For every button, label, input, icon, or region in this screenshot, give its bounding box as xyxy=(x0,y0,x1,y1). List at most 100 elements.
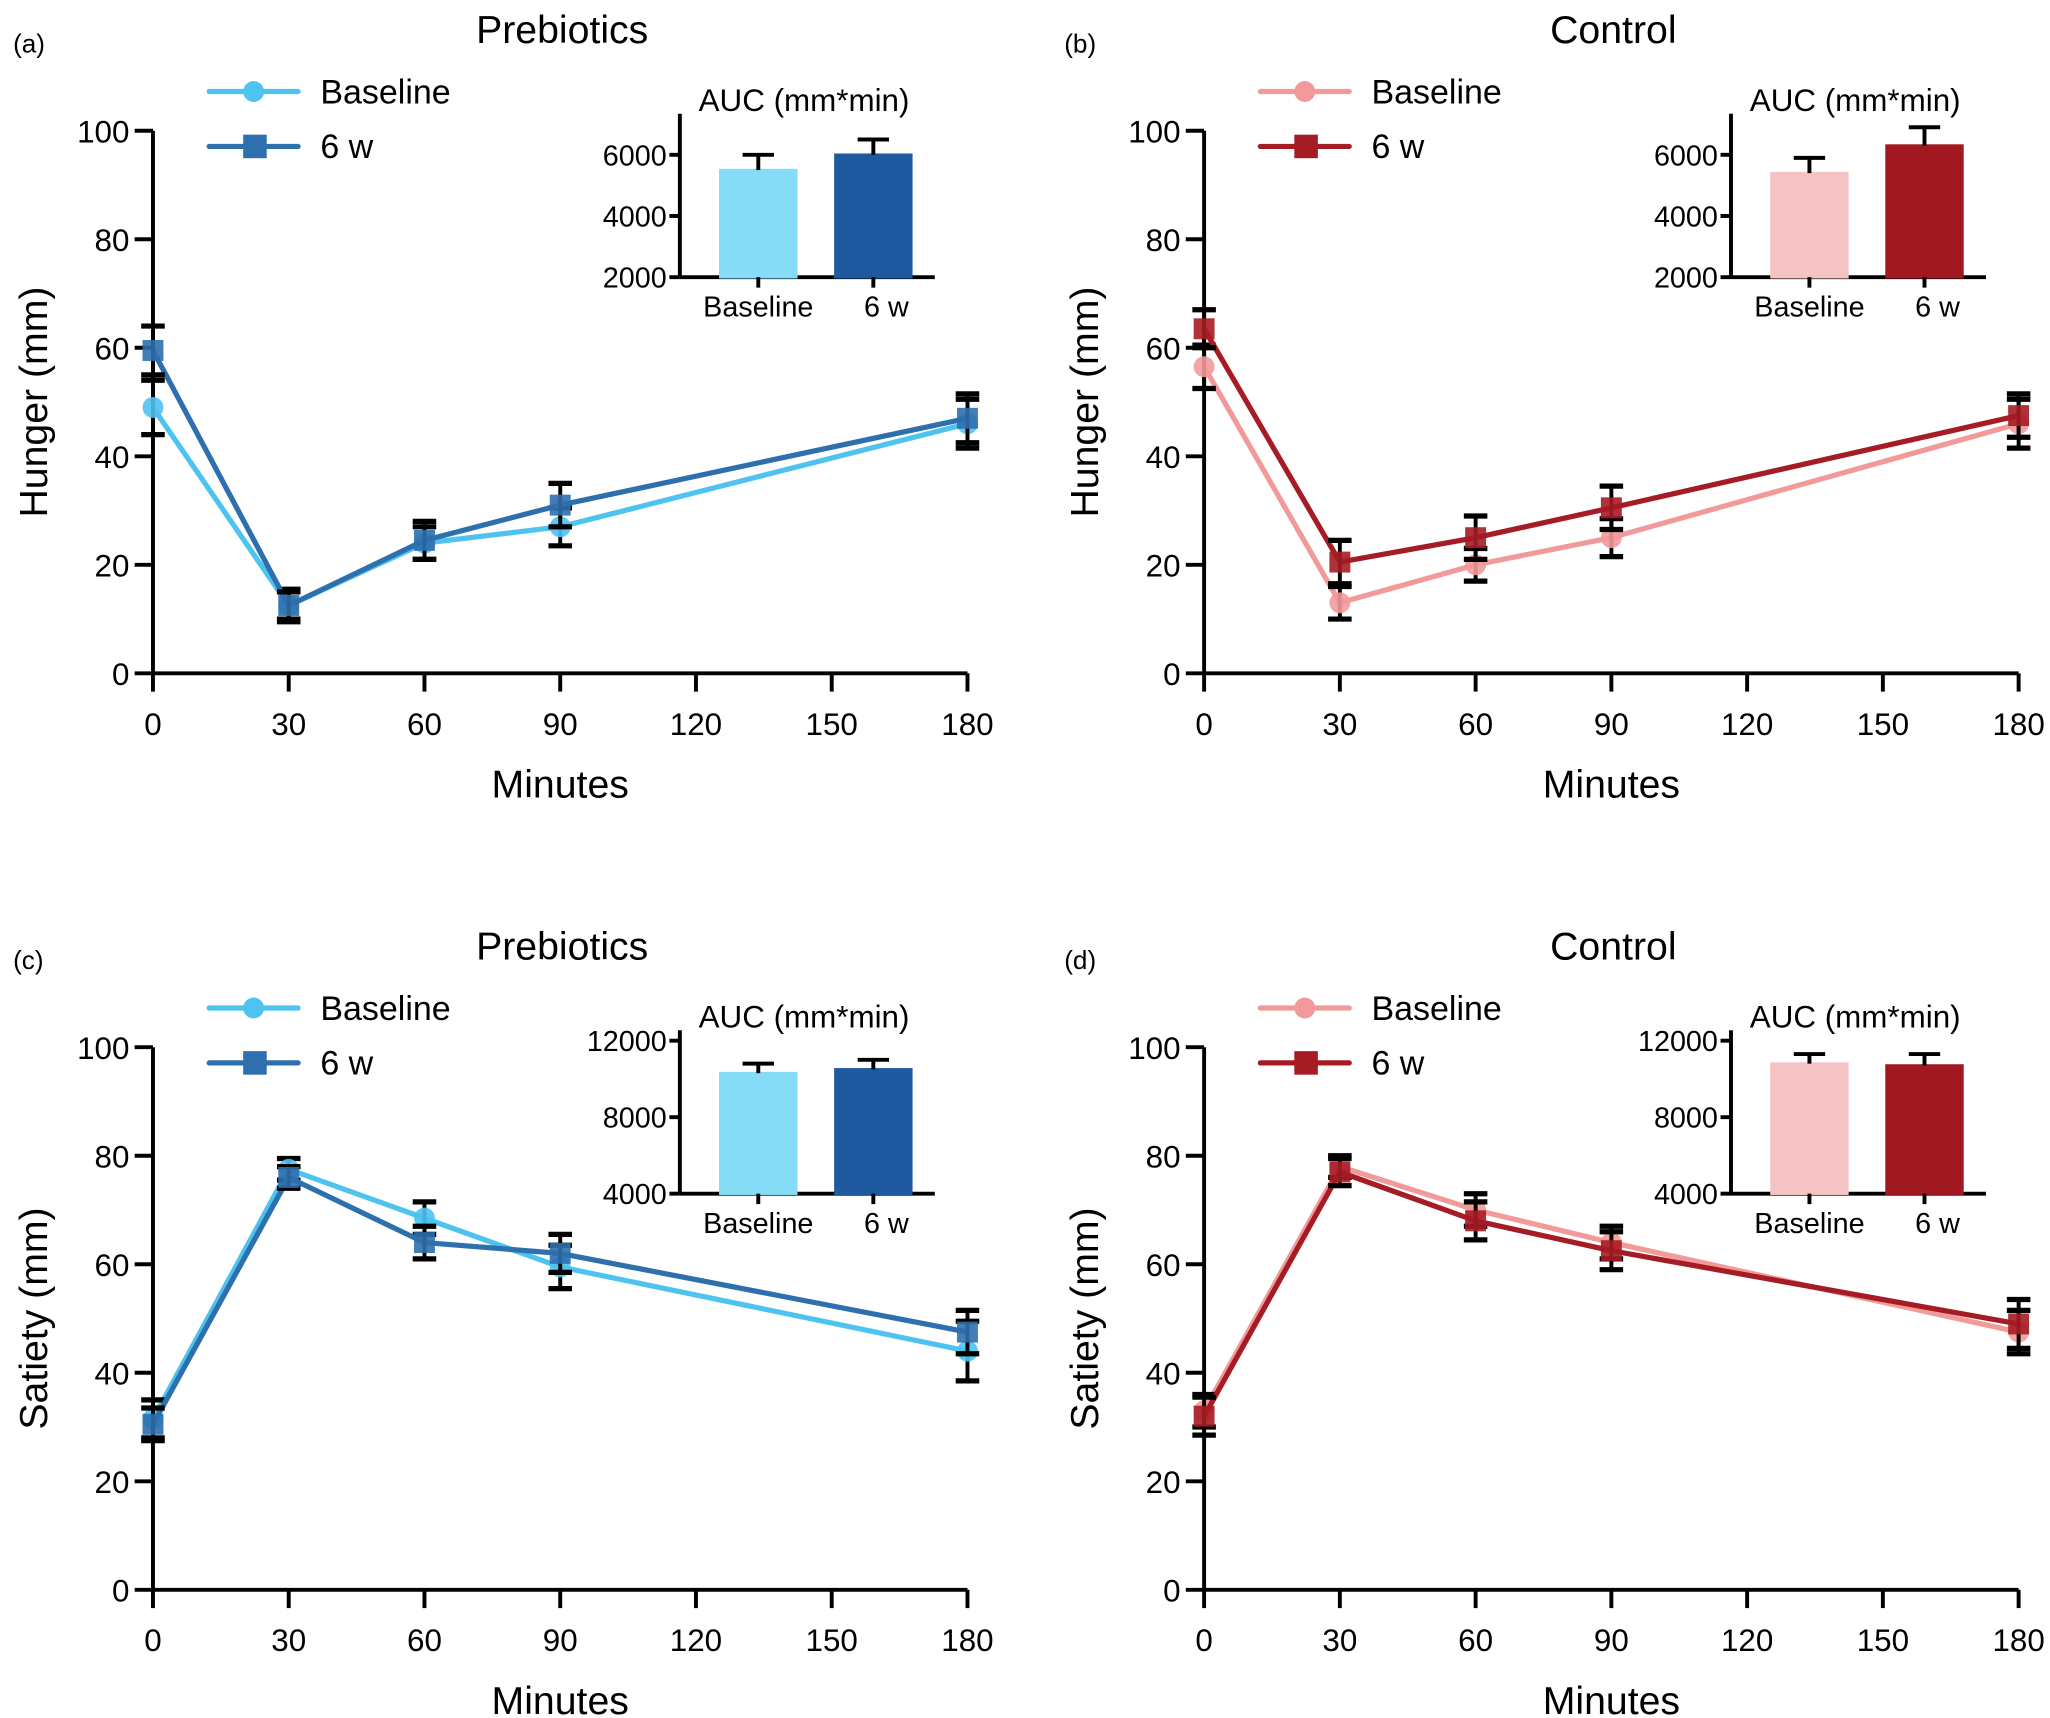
inset-bar xyxy=(1770,1062,1849,1195)
y-axis-label: Hunger (mm) xyxy=(12,287,56,518)
panel-c: (c) Prebiotics 0 20 40 60 80 100 0 30 60 90 120 150 18… xyxy=(12,925,994,1718)
inset-y-tick-label: 8000 xyxy=(603,1103,667,1135)
inset-bar xyxy=(1885,1064,1964,1195)
legend-marker-square xyxy=(1294,1051,1318,1075)
legend-marker-square xyxy=(1294,134,1318,159)
inset-x-tick-label: 6 w xyxy=(1915,1208,1960,1240)
x-tick-label: 180 xyxy=(1992,707,2044,742)
y-axis-label: Hunger (mm) xyxy=(1063,287,1107,518)
data-point-square xyxy=(142,340,164,361)
x-tick-label: 120 xyxy=(1721,707,1773,742)
x-tick-label: 120 xyxy=(670,1623,722,1658)
y-tick-label: 60 xyxy=(1146,332,1181,367)
data-point-circle xyxy=(1193,356,1215,378)
data-point-square xyxy=(414,1232,435,1254)
y-tick-label: 0 xyxy=(112,657,129,692)
legend-item: 6 w xyxy=(1257,128,1425,166)
inset-bar xyxy=(834,153,913,279)
data-point-square xyxy=(2008,1313,2030,1335)
legend-item: Baseline xyxy=(1257,73,1502,111)
inset-bar-chart: AUC (mm*min) 2000 4000 6000 Baseline 6 w xyxy=(1654,83,1986,323)
x-tick-label: 180 xyxy=(941,707,993,742)
y-tick-label: 100 xyxy=(77,115,129,150)
inset-y-tick-label: 4000 xyxy=(603,201,667,233)
data-point-square xyxy=(1465,527,1487,549)
x-tick-label: 150 xyxy=(1857,1623,1909,1658)
data-point-square xyxy=(1465,1210,1487,1232)
panel-a: (a) Prebiotics 0 20 40 60 80 100 0 30 60 90 120 150 18… xyxy=(12,8,994,806)
inset-x-tick-label: 6 w xyxy=(1915,291,1960,323)
data-point-square xyxy=(549,1242,571,1264)
legend-marker-square xyxy=(243,134,267,159)
inset-x-tick-label: 6 w xyxy=(864,291,909,323)
panel-title: Control xyxy=(1550,925,1676,969)
legend-label: 6 w xyxy=(320,1045,373,1083)
series-line-6-w xyxy=(1201,1169,2020,1418)
x-tick-label: 90 xyxy=(543,707,578,742)
x-tick-label: 60 xyxy=(407,1623,442,1658)
inset-y-tick-label: 2000 xyxy=(1654,263,1718,295)
inset-title: AUC (mm*min) xyxy=(1750,1000,1961,1035)
y-tick-label: 60 xyxy=(95,1248,130,1283)
inset-y-tick-label: 6000 xyxy=(1654,140,1718,172)
y-tick-label: 60 xyxy=(1146,1248,1181,1283)
data-point-square xyxy=(278,1166,300,1188)
x-tick-label: 30 xyxy=(271,1623,306,1658)
legend-label: 6 w xyxy=(1371,128,1424,166)
y-tick-label: 60 xyxy=(95,332,130,367)
x-tick-label: 90 xyxy=(543,1623,578,1658)
x-tick-label: 90 xyxy=(1594,1623,1629,1658)
x-axis-label: Minutes xyxy=(1543,763,1680,807)
y-tick-label: 100 xyxy=(1128,1031,1180,1066)
y-tick-label: 40 xyxy=(1146,440,1181,475)
inset-y-tick-label: 12000 xyxy=(587,1026,667,1058)
legend-item: Baseline xyxy=(206,990,451,1028)
legend-marker-circle xyxy=(1294,997,1316,1019)
panel-d: (d) Control 0 20 40 60 80 100 0 30 60 90 120 150 180 Mi… xyxy=(1063,925,2045,1718)
y-tick-label: 0 xyxy=(112,1574,129,1609)
data-point-square xyxy=(1329,551,1351,573)
legend-item: 6 w xyxy=(1257,1045,1425,1083)
x-tick-label: 180 xyxy=(1992,1623,2044,1658)
inset-y-tick-label: 12000 xyxy=(1638,1026,1718,1058)
inset-bar xyxy=(719,168,798,279)
legend-marker-circle xyxy=(243,997,265,1019)
panel-title: Prebiotics xyxy=(476,8,648,52)
x-tick-label: 150 xyxy=(806,707,858,742)
inset-x-tick-label: Baseline xyxy=(1754,291,1864,323)
panel-title: Prebiotics xyxy=(476,925,648,969)
panel-b: (b) Control 0 20 40 60 80 100 0 30 60 90 120 150 180 Mi… xyxy=(1063,8,2045,806)
y-tick-label: 80 xyxy=(95,223,130,258)
legend-item: 6 w xyxy=(206,128,374,166)
panel-title: Control xyxy=(1550,8,1676,52)
inset-y-tick-label: 6000 xyxy=(603,140,667,172)
x-tick-label: 150 xyxy=(1857,707,1909,742)
legend-label: 6 w xyxy=(320,128,373,166)
x-tick-label: 60 xyxy=(1458,1623,1493,1658)
x-tick-label: 0 xyxy=(1195,707,1212,742)
panel-label: (a) xyxy=(13,28,45,58)
inset-y-tick-label: 4000 xyxy=(1654,1179,1718,1211)
series-line-6-w xyxy=(150,1174,968,1426)
inset-x-tick-label: 6 w xyxy=(864,1208,909,1240)
legend-label: Baseline xyxy=(1371,73,1501,111)
y-tick-label: 0 xyxy=(1163,1574,1180,1609)
y-axis-label: Satiety (mm) xyxy=(12,1207,56,1429)
series-line-6-w xyxy=(150,349,969,609)
legend-marker-circle xyxy=(243,81,265,102)
y-tick-label: 100 xyxy=(77,1031,129,1066)
panel-label: (b) xyxy=(1064,28,1096,58)
legend-marker-circle xyxy=(1294,81,1316,102)
y-tick-label: 80 xyxy=(1146,223,1181,258)
x-axis-label: Minutes xyxy=(492,763,629,807)
series-line-baseline xyxy=(1201,1163,2020,1413)
data-point-circle xyxy=(1600,527,1622,549)
x-tick-label: 120 xyxy=(1721,1623,1773,1658)
x-tick-label: 60 xyxy=(407,707,442,742)
y-tick-label: 20 xyxy=(1146,1465,1181,1500)
data-point-square xyxy=(957,407,978,429)
inset-title: AUC (mm*min) xyxy=(1750,83,1961,118)
inset-y-tick-label: 4000 xyxy=(603,1179,667,1211)
inset-bar-chart: AUC (mm*min) 2000 4000 6000 Baseline 6 w xyxy=(603,83,935,323)
